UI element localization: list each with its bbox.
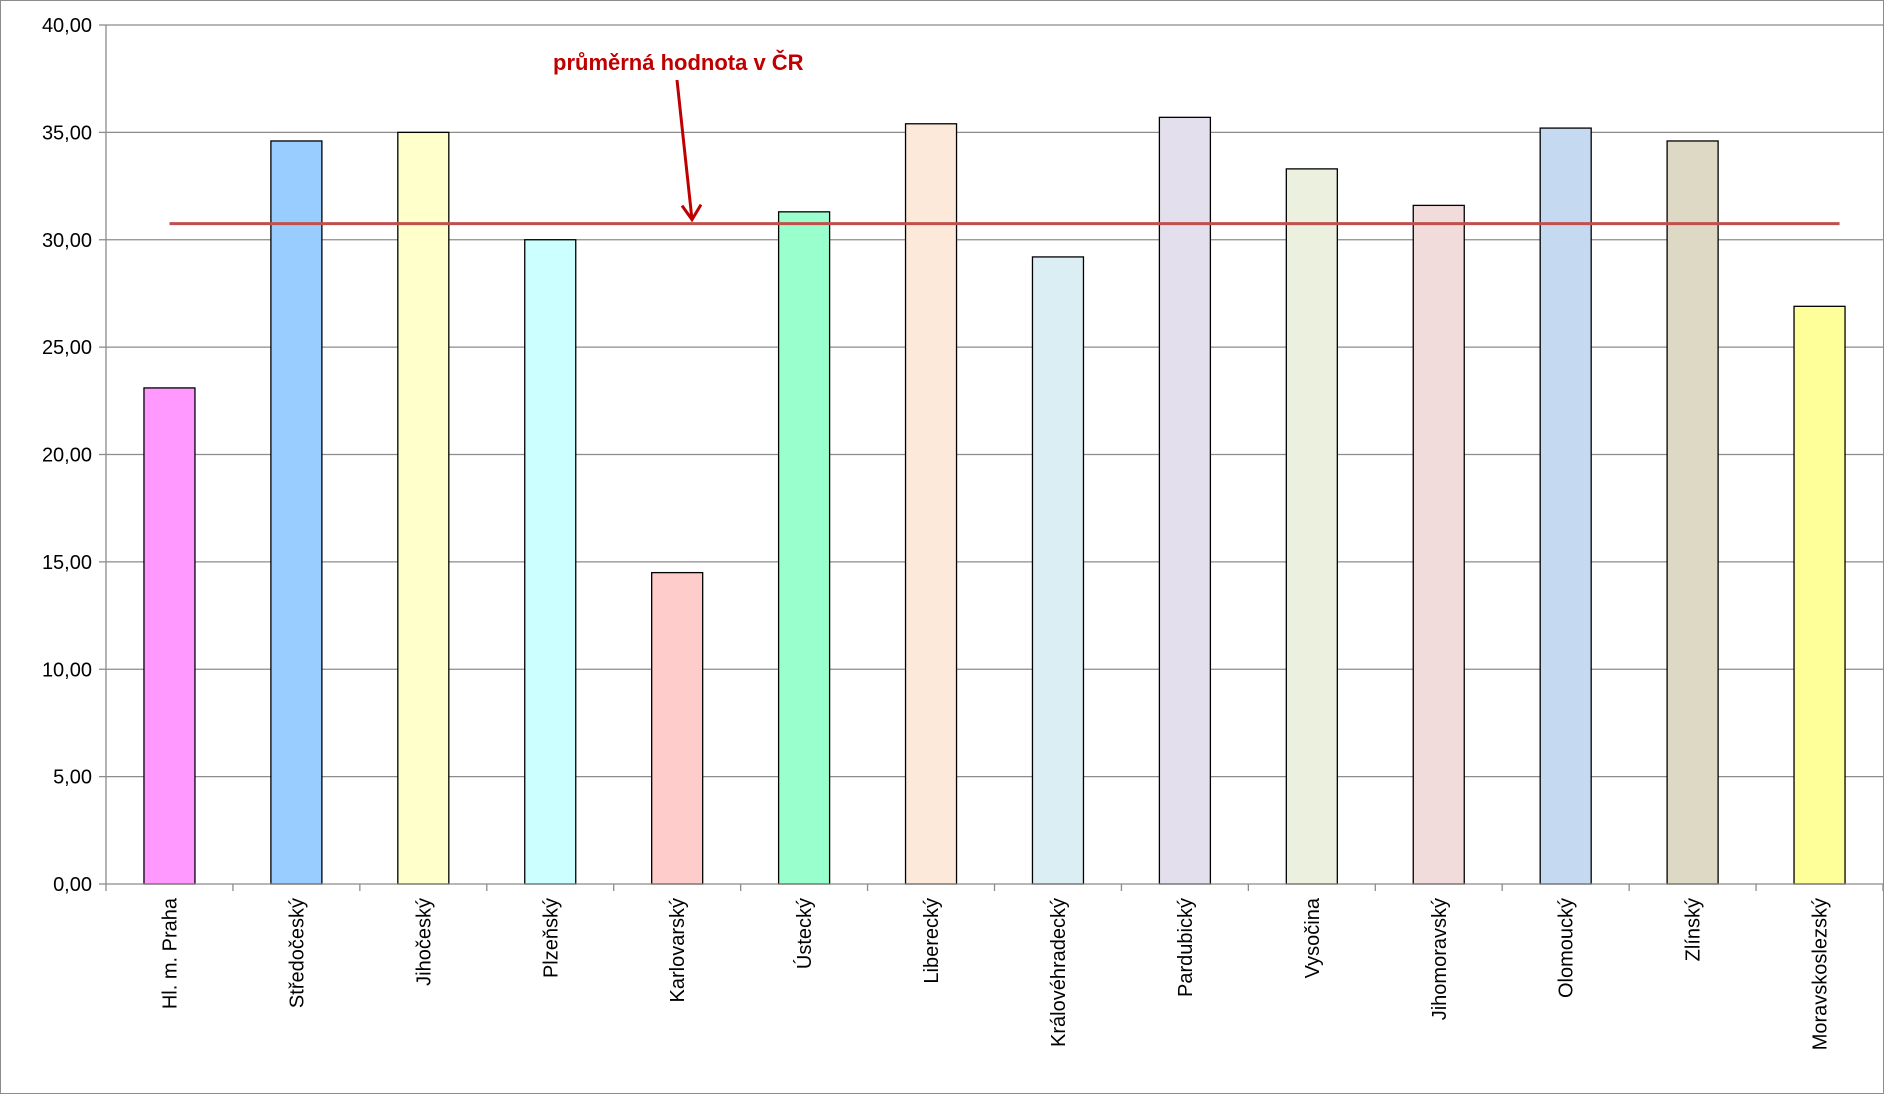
bar	[1031, 256, 1085, 885]
y-tick-label: 5,00	[53, 767, 92, 789]
y-tick-label: 15,00	[42, 552, 92, 574]
bar	[143, 387, 196, 885]
bars	[143, 116, 1846, 885]
y-tick-label: 30,00	[42, 230, 92, 252]
bar	[1285, 168, 1338, 885]
y-tick-label: 0,00	[53, 874, 92, 896]
x-tick-label: Liberecký	[921, 898, 943, 984]
y-tick-label: 35,00	[42, 122, 92, 144]
bar	[397, 131, 450, 885]
bar	[1412, 204, 1465, 885]
x-tick-label: Jihočeský	[413, 898, 435, 986]
average-annotation-label: průměrná hodnota v ČR	[553, 50, 804, 75]
x-tick-label: Karlovarský	[667, 898, 689, 1002]
x-tick-label: Olomoucký	[1556, 898, 1578, 998]
y-tick-label: 20,00	[42, 445, 92, 467]
bar	[1158, 116, 1212, 885]
bar	[651, 571, 704, 885]
y-tick-label: 40,00	[42, 15, 92, 37]
x-tick-label: Vysočina	[1302, 897, 1324, 978]
bar	[270, 140, 323, 885]
x-tick-label: Hl. m. Praha	[159, 897, 181, 1009]
bar	[777, 211, 831, 885]
x-tick-label: Pardubický	[1175, 898, 1197, 997]
y-tick-label: 10,00	[42, 659, 92, 681]
x-tick-label: Plzeňský	[540, 898, 562, 978]
x-tick-label: Jihomoravský	[1429, 898, 1451, 1020]
x-tick-label: Královéhradecký	[1048, 898, 1070, 1047]
bar	[524, 239, 577, 885]
x-tick-label: Středočeský	[286, 898, 308, 1008]
bar	[1539, 127, 1592, 885]
bar	[1666, 140, 1719, 885]
bar	[904, 123, 958, 885]
x-tick-label: Ústecký	[793, 898, 816, 969]
x-axis: Hl. m. Praha Středočeský Jihočeský Plzeňský…	[105, 883, 1884, 1050]
annotation-arrow	[675, 79, 703, 223]
y-axis: 0,00 5,00 10,00 15,00 20,00 25,00 30,00 35,00 40…	[42, 15, 107, 896]
x-tick-label: Zlínský	[1683, 898, 1705, 961]
annotation: průměrná hodnota v ČR	[553, 50, 804, 223]
y-tick-label: 25,00	[42, 337, 92, 359]
bar	[1793, 305, 1846, 885]
x-tick-label: Moravskoslezský	[1810, 898, 1832, 1050]
gridlines	[106, 24, 1883, 778]
